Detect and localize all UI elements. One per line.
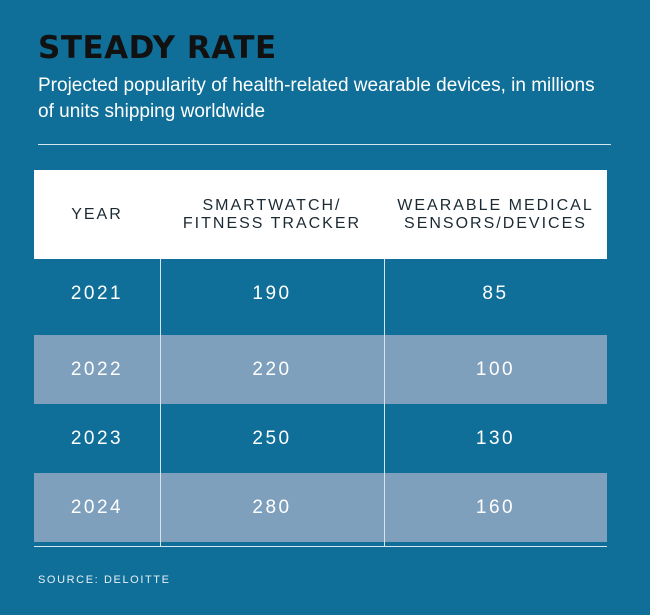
cell-smartwatch: 190 (252, 282, 292, 304)
cell-year: 2021 (70, 282, 124, 304)
cell-smartwatch: 220 (252, 358, 292, 380)
column-divider (160, 259, 161, 547)
chart-subtitle: Projected popularity of health-related w… (38, 75, 595, 122)
table-row-2023: 2023 250 130 (34, 404, 607, 473)
cell-smartwatch: 280 (252, 496, 292, 518)
column-header-medical: WEARABLE MEDICAL SENSORS/DEVICES (397, 196, 594, 232)
column-header-year: YEAR (71, 205, 123, 223)
table-row-2021: 2021 190 85 (34, 259, 607, 328)
cell-medical: 85 (482, 282, 509, 304)
title-divider (38, 144, 611, 145)
cell-smartwatch: 250 (252, 427, 292, 449)
data-table: YEAR SMARTWATCH/ FITNESS TRACKER WEARABL… (34, 170, 607, 547)
column-divider (384, 259, 385, 547)
column-header-smartwatch: SMARTWATCH/ FITNESS TRACKER (182, 196, 362, 232)
cell-year: 2024 (70, 496, 124, 518)
chart-title: STEADY RATE (38, 30, 277, 66)
table-row-2022: 2022 220 100 (34, 335, 607, 404)
table-bottom-rule (34, 546, 607, 547)
cell-medical: 100 (475, 358, 516, 380)
table-header-row: YEAR SMARTWATCH/ FITNESS TRACKER WEARABL… (34, 170, 607, 259)
cell-year: 2022 (70, 358, 124, 380)
cell-medical: 130 (475, 427, 516, 449)
cell-medical: 160 (475, 496, 516, 518)
source-note: SOURCE: DELOITTE (38, 574, 171, 586)
cell-year: 2023 (70, 427, 124, 449)
table-row-2024: 2024 280 160 (34, 473, 607, 542)
